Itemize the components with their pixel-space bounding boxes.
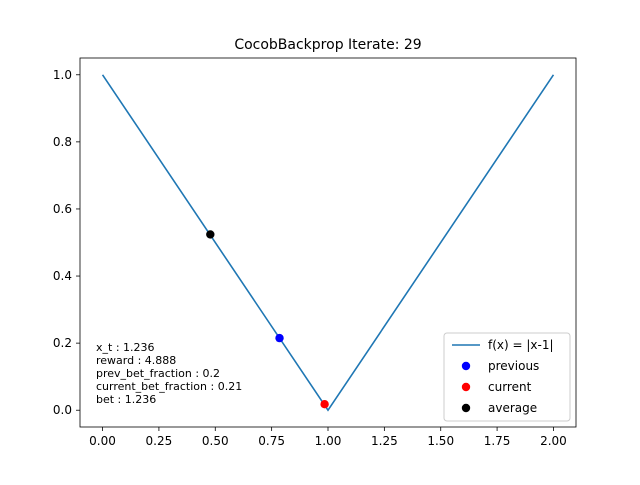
annotation-line: bet : 1.236: [96, 393, 156, 406]
legend-dot-marker: [461, 403, 471, 413]
y-tick-label: 0.6: [53, 202, 72, 216]
legend-label: f(x) = |x-1|: [488, 338, 554, 352]
legend-dot-marker: [461, 382, 471, 392]
point-previous: [275, 333, 284, 343]
x-tick-label: 0.00: [89, 434, 116, 448]
legend-label: previous: [488, 359, 539, 373]
legend-label: current: [488, 380, 532, 394]
x-tick-label: 0.50: [202, 434, 229, 448]
point-current: [320, 399, 329, 409]
x-tick-label: 0.75: [258, 434, 285, 448]
annotation-line: current_bet_fraction : 0.21: [96, 380, 242, 393]
x-tick-label: 1.25: [371, 434, 398, 448]
x-tick-label: 1.75: [484, 434, 511, 448]
y-tick-label: 0.0: [53, 403, 72, 417]
series-line: [101, 74, 555, 412]
x-tick-label: 2.00: [540, 434, 567, 448]
y-tick-label: 0.2: [53, 336, 72, 350]
x-tick-label: 1.00: [315, 434, 342, 448]
legend-label: average: [488, 401, 537, 415]
y-tick-label: 0.4: [53, 269, 72, 283]
x-tick-label: 0.25: [146, 434, 173, 448]
y-tick-label: 1.0: [53, 68, 72, 82]
y-tick-label: 0.8: [53, 135, 72, 149]
x-tick-label: 1.50: [427, 434, 454, 448]
annotation-line: reward : 4.888: [96, 354, 176, 367]
annotation-line: prev_bet_fraction : 0.2: [96, 367, 220, 380]
annotation-line: x_t : 1.236: [96, 341, 155, 354]
legend-box: [443, 332, 571, 422]
point-average: [206, 230, 215, 239]
legend-dot-marker: [461, 361, 471, 371]
plot-area: 0.00 0.25 0.50 0.75 1.00 1.25 1.50 1.75 2.00 0.0 0…: [53, 57, 577, 448]
chart-title: CocobBackprop Iterate: 29: [234, 37, 421, 53]
